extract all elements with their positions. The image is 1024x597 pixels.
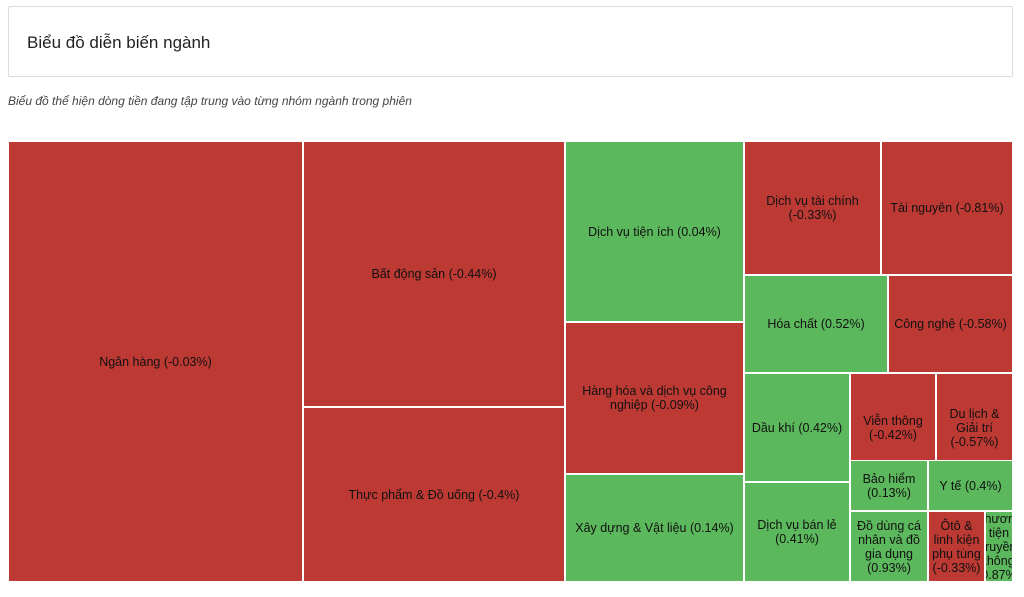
treemap-tile-label: Dầu khí (0.42%) xyxy=(751,420,843,435)
treemap-tile-label: Phương tiện truyền thông (0.87%) xyxy=(985,511,1013,582)
treemap-tile-dau-khi[interactable]: Dầu khí (0.42%) xyxy=(744,373,850,482)
treemap-tile-label: Y tế (0.4%) xyxy=(939,478,1002,493)
treemap-tile-hoa-chat[interactable]: Hóa chất (0.52%) xyxy=(744,275,888,373)
treemap-tile-tai-nguyen[interactable]: Tài nguyên (-0.81%) xyxy=(881,141,1013,275)
treemap-tile-label: Bảo hiểm (0.13%) xyxy=(862,471,916,500)
treemap-tile-label: Viễn thông (-0.42%) xyxy=(863,413,923,442)
treemap-tile-y-te[interactable]: Y tế (0.4%) xyxy=(928,460,1013,511)
treemap-tile-ngan-hang[interactable]: Ngân hàng (-0.03%) xyxy=(8,141,303,582)
treemap-tile-label: Hàng hóa và dịch vụ công nghiệp (-0.09%) xyxy=(582,384,727,412)
treemap-tile-xay-dung-vat-lieu[interactable]: Xây dựng & Vật liệu (0.14%) xyxy=(565,474,744,582)
treemap-tile-label: Xây dựng & Vật liệu (0.14%) xyxy=(575,521,734,535)
treemap-tile-oto-linh-kien-phu-tung[interactable]: Ôtô & linh kiện phụ tùng (-0.33%) xyxy=(928,511,985,582)
treemap-tile-label: Dịch vụ bán lẻ (0.41%) xyxy=(757,518,837,546)
treemap-tile-label: Công nghệ (-0.58%) xyxy=(894,317,1007,331)
treemap-tile-label: Ôtô & linh kiện phụ tùng (-0.33%) xyxy=(932,518,981,575)
treemap-tile-cong-nghe[interactable]: Công nghệ (-0.58%) xyxy=(888,275,1013,373)
treemap-tile-label: Dịch vụ tài chính (-0.33%) xyxy=(766,194,859,222)
treemap-tile-label: Ngân hàng (-0.03%) xyxy=(99,354,212,369)
treemap-tile-bat-dong-san[interactable]: Bất động sản (-0.44%) xyxy=(303,141,565,407)
sector-treemap: Ngân hàng (-0.03%) Bất động sản (-0.44%) T… xyxy=(8,141,1013,582)
chart-title: Biểu đồ diễn biến ngành xyxy=(27,33,211,52)
chart-subtitle: Biểu đồ thể hiện dòng tiền đang tập trun… xyxy=(8,94,412,108)
treemap-tile-dich-vu-ban-le[interactable]: Dịch vụ bán lẻ (0.41%) xyxy=(744,482,850,582)
treemap-tile-label: Tài nguyên (-0.81%) xyxy=(890,201,1004,215)
treemap-tile-bao-hiem[interactable]: Bảo hiểm (0.13%) xyxy=(850,460,928,511)
treemap-tile-dich-vu-tien-ich[interactable]: Dịch vụ tiện ích (0.04%) xyxy=(565,141,744,322)
chart-card-header: Biểu đồ diễn biến ngành xyxy=(8,6,1013,77)
treemap-tile-label: Thực phẩm & Đồ uống (-0.4%) xyxy=(348,487,520,502)
treemap-tile-label: Đồ dùng cá nhân và đồ gia dụng (0.93%) xyxy=(857,518,921,575)
treemap-tile-phuong-tien-truyen-thong[interactable]: Phương tiện truyền thông (0.87%) xyxy=(985,511,1013,582)
treemap-tile-thuc-pham-do-uong[interactable]: Thực phẩm & Đồ uống (-0.4%) xyxy=(303,407,565,582)
treemap-tile-label: Du lịch & Giải trí (-0.57%) xyxy=(949,406,1000,449)
treemap-tile-label: Bất động sản (-0.44%) xyxy=(371,267,497,281)
treemap-tile-label: Hóa chất (0.52%) xyxy=(767,317,865,331)
treemap-tile-label: Dịch vụ tiện ích (0.04%) xyxy=(588,224,721,239)
treemap-tile-do-dung-ca-nhan-va-do-gia-dung[interactable]: Đồ dùng cá nhân và đồ gia dụng (0.93%) xyxy=(850,511,928,582)
treemap-tile-dich-vu-tai-chinh[interactable]: Dịch vụ tài chính (-0.33%) xyxy=(744,141,881,275)
treemap-tile-hang-hoa-va-dich-vu-cong-nghiep[interactable]: Hàng hóa và dịch vụ công nghiệp (-0.09%) xyxy=(565,322,744,474)
